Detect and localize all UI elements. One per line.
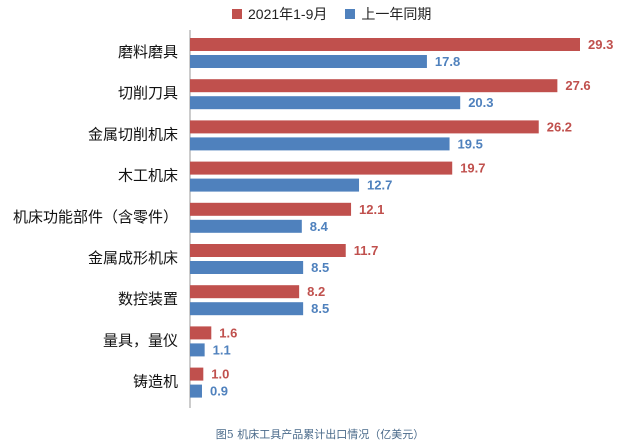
- legend: 2021年1-9月 上一年同期: [232, 4, 449, 24]
- bar-current: [190, 79, 558, 93]
- bar-previous: [190, 178, 360, 192]
- value-label-current: 29.3: [588, 37, 613, 52]
- category-label: 机床功能部件（含零件）: [13, 208, 178, 226]
- value-label-current: 1.6: [219, 325, 237, 340]
- category-label: 数控装置: [118, 290, 178, 308]
- value-label-current: 26.2: [547, 119, 572, 134]
- bar-chart: 磨料磨具 29.3 17.8 切削刀具 27.6 20.3 金属切削机床 26.2 19.5 木工…: [13, 30, 613, 408]
- category-label: 金属成形机床: [88, 249, 178, 267]
- category-label: 金属切削机床: [88, 125, 178, 143]
- legend-item-current: 2021年1-9月: [232, 4, 327, 24]
- legend-swatch-previous: [345, 9, 356, 19]
- value-label-previous: 20.3: [468, 95, 493, 110]
- value-label-current: 12.1: [359, 202, 384, 217]
- legend-label-current: 2021年1-9月: [248, 6, 328, 22]
- bar-current: [190, 367, 204, 381]
- bar-previous: [190, 261, 304, 274]
- bar-current: [190, 120, 539, 134]
- bar-previous: [190, 137, 450, 151]
- value-label-previous: 12.7: [367, 178, 392, 193]
- category-label: 切削刀具: [118, 84, 178, 102]
- value-label-previous: 19.5: [458, 136, 483, 151]
- bar-current: [190, 244, 346, 257]
- category-label: 木工机床: [118, 167, 178, 185]
- value-label-current: 11.7: [354, 243, 379, 258]
- value-label-previous: 8.5: [311, 301, 329, 316]
- bar-previous: [190, 96, 461, 110]
- legend-label-previous: 上一年同期: [361, 6, 432, 22]
- value-label-previous: 17.8: [435, 54, 460, 69]
- value-label-previous: 8.4: [310, 219, 329, 234]
- category-label: 铸造机: [133, 373, 178, 391]
- bar-current: [190, 202, 352, 216]
- bar-current: [190, 326, 212, 340]
- category-label: 量具，量仪: [103, 331, 178, 349]
- category-label: 磨料磨具: [118, 43, 178, 61]
- value-label-current: 27.6: [565, 78, 590, 93]
- bar-previous: [190, 384, 202, 398]
- value-label-previous: 1.1: [213, 342, 231, 357]
- bar-previous: [190, 219, 302, 233]
- bar-current: [190, 161, 453, 175]
- bar-previous: [190, 302, 304, 316]
- value-label-current: 1.0: [211, 367, 229, 382]
- bar-current: [190, 285, 300, 299]
- value-label-previous: 8.5: [311, 260, 329, 275]
- legend-item-previous: 上一年同期: [345, 4, 431, 24]
- figure-caption: 图5 机床工具产品累计出口情况（亿美元）: [215, 428, 425, 441]
- value-label-previous: 0.9: [210, 384, 228, 399]
- bar-previous: [190, 343, 205, 357]
- legend-swatch-current: [232, 9, 242, 19]
- bar-previous: [190, 55, 427, 68]
- value-label-current: 19.7: [460, 161, 485, 176]
- bar-current: [190, 38, 580, 51]
- value-label-current: 8.2: [307, 284, 325, 299]
